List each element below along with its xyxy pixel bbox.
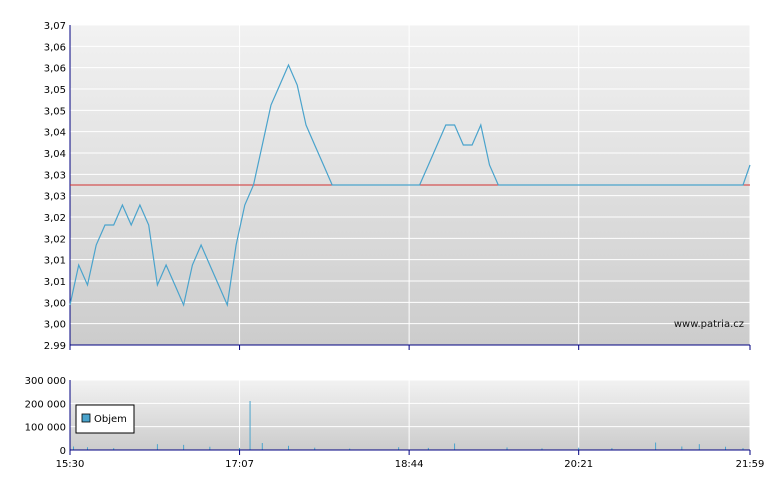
price-y-tick-label: 3,03 xyxy=(44,192,66,203)
price-y-tick-label: 3,02 xyxy=(44,234,66,245)
price-y-tick-label: 3,05 xyxy=(44,85,66,96)
volume-legend: Objem xyxy=(75,404,135,434)
volume-plot-area xyxy=(70,380,750,450)
price-y-tick-label: 3,02 xyxy=(44,213,66,224)
x-tick-label: 20:21 xyxy=(564,459,593,470)
price-y-tick-label: 2.99 xyxy=(44,341,66,352)
x-tick-label: 18:44 xyxy=(395,459,424,470)
price-y-tick-label: 3,05 xyxy=(44,106,66,117)
legend-label: Objem xyxy=(94,414,127,425)
price-panel: 3,07 3,06 3,06 3,05 3,05 3,04 3,04 3,03 3,03 3,02… xyxy=(44,21,751,352)
volume-y-tick-label: 0 xyxy=(60,446,66,457)
watermark: www.patria.cz xyxy=(674,319,744,330)
price-y-tick-label: 3,00 xyxy=(44,320,66,331)
x-tick-label: 21:59 xyxy=(736,459,765,470)
volume-panel: 300 000 200 000 100 000 0 15:30 17:07 18:44 20:… xyxy=(25,376,765,470)
price-y-tick-label: 3,03 xyxy=(44,170,66,181)
price-y-tick-label: 3,01 xyxy=(44,277,66,288)
volume-y-tick-label: 100 000 xyxy=(25,423,66,434)
x-tick-label: 17:07 xyxy=(225,459,254,470)
price-y-tick-label: 3,06 xyxy=(44,42,66,53)
price-series-line xyxy=(69,63,751,308)
price-y-tick-label: 3,07 xyxy=(44,21,66,32)
price-y-tick-label: 3,04 xyxy=(44,149,66,160)
volume-y-tick-label: 300 000 xyxy=(25,376,66,387)
legend-swatch xyxy=(81,413,91,423)
price-y-tick-label: 3,06 xyxy=(44,64,66,75)
price-y-tick-label: 3,01 xyxy=(44,256,66,267)
price-y-tick-label: 3,04 xyxy=(44,128,66,139)
price-y-tick-label: 3,00 xyxy=(44,298,66,309)
volume-y-tick-label: 200 000 xyxy=(25,399,66,410)
x-tick-label: 15:30 xyxy=(56,459,85,470)
